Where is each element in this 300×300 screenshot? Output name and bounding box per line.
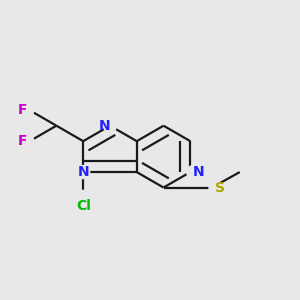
- Circle shape: [74, 190, 92, 208]
- Circle shape: [77, 166, 90, 178]
- Text: F: F: [18, 103, 27, 117]
- Text: S: S: [215, 181, 226, 194]
- Text: N: N: [98, 119, 110, 133]
- Circle shape: [187, 166, 200, 178]
- Text: F: F: [18, 134, 27, 148]
- Text: N: N: [77, 165, 89, 179]
- Text: Cl: Cl: [76, 199, 91, 213]
- Text: N: N: [193, 165, 205, 179]
- Circle shape: [103, 119, 116, 132]
- Circle shape: [209, 181, 222, 194]
- Circle shape: [21, 104, 34, 117]
- Circle shape: [21, 135, 34, 148]
